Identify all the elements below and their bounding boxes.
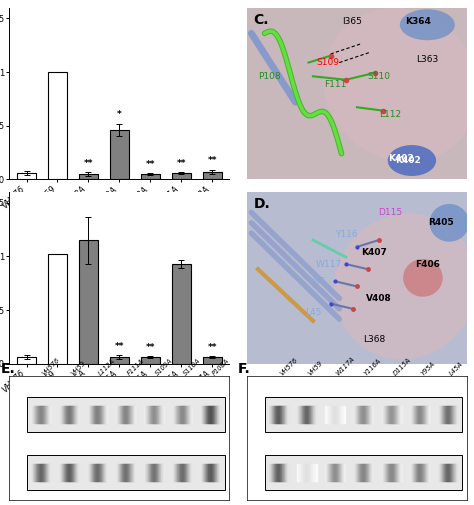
Text: **: **: [84, 159, 93, 168]
Text: C.: C.: [254, 13, 269, 27]
Text: P108A: P108A: [211, 357, 230, 376]
Text: **: **: [208, 157, 217, 166]
Bar: [203, 172, 222, 179]
Text: D115A: D115A: [392, 356, 412, 376]
Text: W117: W117: [315, 260, 341, 269]
Text: S109A: S109A: [155, 357, 174, 376]
Text: L368: L368: [364, 335, 386, 344]
Text: K407: K407: [362, 247, 387, 257]
Bar: [110, 358, 129, 364]
Text: D115: D115: [378, 208, 402, 217]
Text: L112: L112: [379, 110, 401, 119]
Text: Y95: Y95: [309, 277, 326, 286]
Text: F111: F111: [324, 80, 346, 89]
Bar: [172, 173, 191, 179]
Text: **: **: [146, 343, 155, 352]
Ellipse shape: [429, 204, 469, 242]
Text: P108: P108: [258, 72, 280, 81]
Ellipse shape: [403, 259, 443, 297]
Text: F.: F.: [238, 362, 251, 376]
Text: VH59: VH59: [307, 359, 324, 376]
Text: VH576: VH576: [279, 356, 299, 376]
Text: **: **: [146, 160, 155, 169]
Bar: [110, 130, 129, 179]
Bar: [203, 358, 222, 364]
Text: E.: E.: [0, 362, 16, 376]
Text: L363: L363: [416, 55, 438, 64]
Text: R405: R405: [428, 218, 453, 227]
Text: F406: F406: [415, 260, 440, 269]
Bar: [264, 456, 463, 490]
Bar: [79, 240, 98, 364]
Text: D.: D.: [254, 197, 270, 211]
Bar: [27, 456, 225, 490]
Text: *: *: [117, 110, 122, 119]
Text: K364: K364: [406, 17, 431, 26]
Bar: [141, 174, 160, 179]
Ellipse shape: [400, 9, 455, 40]
Text: VH59: VH59: [70, 359, 86, 376]
Ellipse shape: [323, 8, 474, 162]
Text: W117A: W117A: [335, 355, 356, 376]
Text: V408: V408: [366, 294, 392, 303]
Text: L45: L45: [305, 308, 321, 317]
Text: VH576: VH576: [41, 356, 61, 376]
Text: S110A: S110A: [182, 357, 202, 376]
Bar: [264, 397, 463, 432]
Text: L45A: L45A: [448, 360, 465, 376]
Bar: [17, 358, 36, 364]
Text: **: **: [177, 159, 186, 168]
Bar: [17, 173, 36, 179]
Text: **: **: [115, 342, 124, 351]
Text: Y116: Y116: [335, 230, 357, 239]
Text: K402: K402: [388, 155, 414, 163]
Text: F111A: F111A: [126, 357, 145, 376]
Text: S110: S110: [367, 72, 391, 81]
Text: K402: K402: [395, 156, 420, 165]
Text: L112A: L112A: [98, 357, 117, 376]
Bar: [27, 397, 225, 432]
Bar: [79, 174, 98, 179]
Bar: [48, 72, 67, 179]
Ellipse shape: [334, 214, 474, 360]
Bar: [172, 264, 191, 364]
Bar: [141, 358, 160, 364]
Bar: [48, 254, 67, 364]
Text: I365: I365: [343, 17, 363, 26]
Text: **: **: [208, 343, 217, 352]
Text: Y116A: Y116A: [364, 357, 383, 376]
Text: S109: S109: [317, 58, 340, 67]
Text: Y95A: Y95A: [420, 360, 437, 376]
Ellipse shape: [388, 145, 436, 176]
